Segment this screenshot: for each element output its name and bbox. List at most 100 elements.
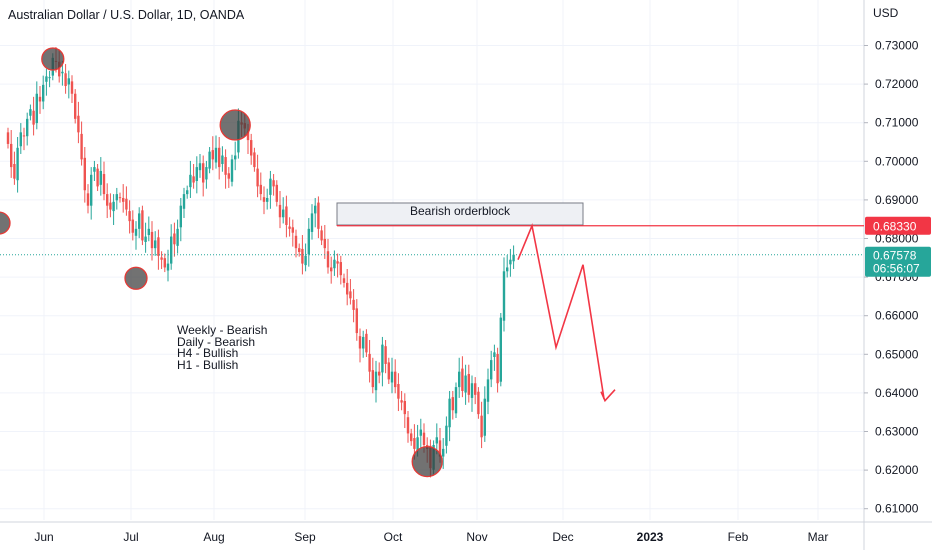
candle-body (192, 176, 195, 183)
bias-weekly: Weekly - Bearish (177, 323, 268, 337)
candle-body (275, 184, 278, 202)
candle-body (131, 219, 134, 233)
x-tick-label: Mar (808, 530, 829, 544)
candle-body (435, 437, 438, 444)
candle-body (493, 352, 496, 358)
x-tick-label: 2023 (637, 530, 664, 544)
candle-body (448, 398, 451, 428)
candle-body (99, 170, 102, 185)
candle-body (477, 391, 480, 415)
candle-body (400, 400, 403, 403)
chart-title: Australian Dollar / U.S. Dollar, 1D, OAN… (8, 8, 245, 22)
last-price-tag (865, 246, 931, 277)
candle-body (80, 133, 83, 160)
candle-body (221, 155, 224, 165)
candle-body (74, 93, 77, 119)
candle-body (502, 271, 506, 321)
candle-body (138, 213, 141, 229)
candle-body (86, 193, 90, 206)
candle-body (102, 174, 106, 195)
candle-body (454, 387, 458, 414)
candle-body (83, 157, 86, 191)
candle-body (234, 155, 237, 160)
candle-body (390, 371, 394, 383)
candle-body (195, 167, 198, 181)
candle-body (70, 81, 74, 94)
candle-body (483, 398, 486, 436)
candle-body (170, 236, 173, 264)
y-axis: 0.73000 0.72000 0.71000 0.70000 0.69000 0.680… (864, 39, 919, 516)
candle-body (499, 317, 502, 382)
bias-h1: H1 - Bullish (177, 357, 239, 372)
candle-body (320, 230, 323, 241)
candle-body (246, 131, 250, 141)
candle-body (160, 257, 163, 260)
candle-body (262, 197, 266, 202)
candle-body (304, 255, 307, 266)
candle-body (154, 240, 157, 249)
candle-body (272, 180, 275, 187)
candle-body (147, 228, 150, 236)
candle-body (6, 132, 10, 144)
orderblock-box (336, 202, 584, 226)
y-tick-label: 0.71000 (875, 116, 919, 130)
x-tick-label: Aug (203, 530, 224, 544)
y-tick-label: 0.61000 (875, 502, 919, 516)
candle-body (464, 375, 467, 393)
projection-arrowhead (600, 389, 616, 403)
candle-body (349, 291, 352, 299)
candle-body (362, 336, 365, 349)
candle-body (125, 198, 128, 210)
candle-body (294, 235, 298, 249)
candle-body (496, 353, 499, 384)
candle-body (112, 201, 115, 212)
candle-body (282, 209, 285, 218)
candle-body (166, 263, 170, 271)
candle-body (406, 417, 410, 434)
candle-body (461, 368, 464, 391)
candle-body (394, 371, 397, 388)
candle-body (134, 228, 138, 236)
candle-body (22, 135, 26, 137)
swing-marker (219, 109, 251, 141)
last-price-text: 0.67578 (873, 248, 917, 262)
currency-label[interactable]: USD (873, 6, 899, 20)
bias-h4: H4 - Bullish (177, 346, 239, 360)
candle-body (266, 197, 269, 202)
candle-body (141, 210, 144, 241)
candle-body (387, 362, 390, 380)
candle-body (326, 251, 330, 268)
swing-marker (411, 445, 443, 478)
candle-body (198, 163, 202, 171)
candle-body (77, 115, 80, 133)
x-tick-label: Jun (34, 530, 53, 544)
candle-body (403, 401, 406, 415)
candle-body (45, 76, 48, 82)
candle-body (330, 267, 333, 272)
candle-body (122, 197, 125, 202)
candle-body (410, 433, 413, 442)
candle-body (19, 132, 22, 147)
candle-body (64, 73, 67, 87)
y-tick-label: 0.62000 (875, 463, 919, 477)
candle-body (470, 383, 474, 398)
candle-body (189, 174, 192, 188)
levels-layer (0, 224, 864, 256)
x-tick-label: Oct (384, 530, 403, 544)
candle-body (314, 205, 317, 214)
candle-body (285, 206, 288, 225)
x-tick-label: Feb (728, 530, 749, 544)
candle-body (58, 61, 61, 77)
candle-body (144, 236, 147, 242)
projection-layer (517, 223, 616, 403)
x-tick-label: Nov (466, 530, 487, 544)
candle-body (301, 248, 304, 264)
candle-body (445, 425, 448, 446)
candle-body (259, 184, 262, 195)
candle-body (506, 267, 509, 272)
candle-body (333, 259, 336, 269)
candle-body (381, 344, 384, 373)
candle-body (291, 227, 294, 233)
candle-body (253, 152, 256, 168)
